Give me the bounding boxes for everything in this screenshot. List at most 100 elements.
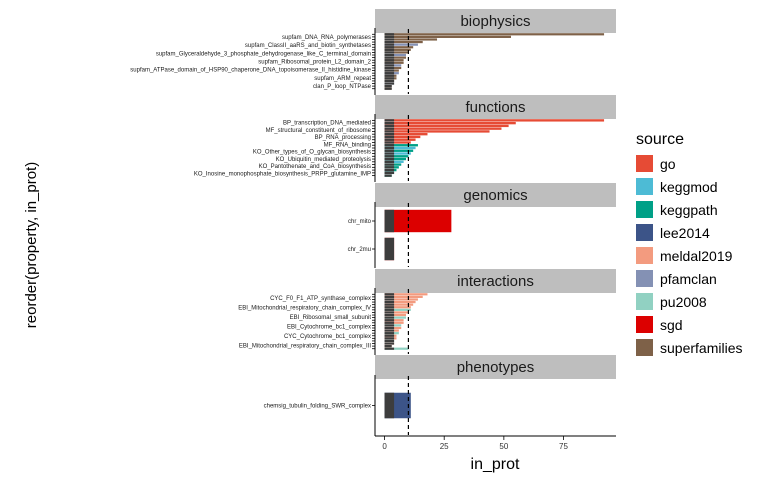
legend-swatch — [636, 178, 653, 195]
bar — [384, 155, 409, 158]
bar — [384, 33, 605, 36]
y-tick-label: supfam_DNA_RNA_polymerases — [282, 35, 371, 41]
bar — [384, 298, 418, 301]
bar — [384, 295, 423, 298]
bar — [384, 38, 438, 41]
bar-base — [384, 133, 395, 136]
bar-base — [384, 168, 395, 172]
bar-base — [384, 144, 395, 147]
bar-base — [384, 135, 395, 139]
bar-base — [384, 300, 395, 304]
bar-base — [384, 138, 395, 141]
bar — [384, 56, 407, 59]
bar-base — [384, 121, 395, 125]
bar — [384, 35, 512, 38]
bar — [384, 135, 421, 139]
bar-base — [384, 61, 395, 64]
legend-label: keggmod — [660, 179, 718, 195]
bar-base — [384, 59, 395, 62]
bar — [384, 119, 605, 122]
bar-base — [384, 155, 395, 158]
bar-base — [384, 87, 392, 90]
bar-base — [384, 171, 395, 175]
bar — [384, 51, 409, 54]
x-tick-label: 0 — [382, 442, 387, 451]
y-tick-label: EBI_Mitochondrial_respiratory_chain_comp… — [238, 305, 371, 311]
bar — [384, 138, 416, 141]
bar — [384, 316, 407, 319]
bar-base — [384, 339, 395, 343]
bar-base — [384, 237, 395, 261]
bar-base — [384, 141, 395, 144]
facet-panel-interactions: interactions CYC_F0_F1_ATP_synthase_compl… — [238, 269, 616, 355]
legend-label: meldal2019 — [660, 248, 733, 264]
bar-base — [384, 72, 395, 75]
legend-swatch — [636, 155, 653, 172]
y-tick-label: EBI_Ribosomal_small_subunit — [290, 315, 372, 321]
facet-strip — [375, 355, 616, 379]
bar-base — [384, 74, 395, 77]
bar-base — [384, 311, 395, 314]
bar-base — [384, 160, 395, 163]
bar-base — [384, 79, 395, 83]
bar — [384, 144, 418, 147]
bar-base — [384, 319, 395, 322]
y-tick-label: chr_mito — [348, 219, 372, 225]
bar-base — [384, 56, 395, 59]
bar-base — [384, 326, 395, 330]
bar — [384, 311, 409, 314]
y-tick-label: supfam_Ribosomal_protein_L2_domain_2 — [258, 60, 371, 66]
legend-title: source — [636, 131, 684, 148]
legend-label: pu2008 — [660, 294, 707, 310]
bar-base — [384, 38, 395, 41]
facet-strip-label: functions — [465, 99, 525, 116]
bar-base — [384, 64, 395, 67]
y-tick-label: supfam_ATPase_domain_of_HSP90_chaperone_… — [130, 68, 371, 74]
bar — [384, 40, 423, 44]
y-tick-label: EBI_Mitochondrial_respiratory_chain_comp… — [239, 343, 371, 349]
facet-strip-label: biophysics — [460, 13, 530, 30]
facet-strip — [375, 269, 616, 293]
bar-base — [384, 48, 395, 51]
legend-swatch — [636, 293, 653, 310]
legend-swatch — [636, 270, 653, 287]
y-axis-title: reorder(property, in_prot) — [23, 162, 40, 328]
bar-base — [384, 35, 395, 38]
bar — [384, 300, 416, 304]
legend-label: keggpath — [660, 202, 718, 218]
x-axis-title: in_prot — [471, 456, 520, 473]
bar — [384, 48, 411, 51]
y-tick-label: KO_Ubiquitin_mediated_proteolysis — [276, 157, 371, 163]
bar — [384, 121, 516, 125]
bar-base — [384, 174, 392, 177]
bar-base — [384, 157, 395, 161]
bar-base — [384, 337, 395, 340]
x-tick-label: 75 — [559, 442, 568, 451]
y-tick-label: supfam_ClassII_aaRS_and_biotin_synthetas… — [245, 43, 371, 49]
bar-base — [384, 166, 395, 169]
bar — [384, 46, 414, 49]
bar-base — [384, 342, 395, 345]
bar — [384, 209, 452, 233]
facet-strip — [375, 183, 616, 207]
legend-label: superfamilies — [660, 340, 742, 356]
bar-base — [384, 66, 395, 70]
bar-base — [384, 119, 395, 122]
bar — [384, 347, 409, 350]
bar-base — [384, 324, 395, 327]
legend-swatch — [636, 201, 653, 218]
y-tick-label: BP_RNA_processing — [315, 135, 371, 141]
bar-base — [384, 51, 395, 54]
bar-base — [384, 163, 395, 166]
bar-base — [384, 46, 395, 49]
y-tick-label: clan_P_loop_NTPase — [313, 84, 372, 90]
y-tick-label: supfam_Glyceraldehyde_3_phosphate_dehydr… — [156, 51, 371, 57]
bar-base — [384, 332, 395, 335]
bar — [384, 303, 414, 306]
bar-base — [384, 334, 395, 337]
bar-base — [384, 303, 395, 306]
y-tick-label: MF_RNA_binding — [324, 142, 371, 148]
facet-strip-label: genomics — [463, 187, 527, 204]
y-tick-label: EBI_Cytochrome_bc1_complex — [287, 324, 371, 330]
bar-base — [384, 82, 395, 85]
